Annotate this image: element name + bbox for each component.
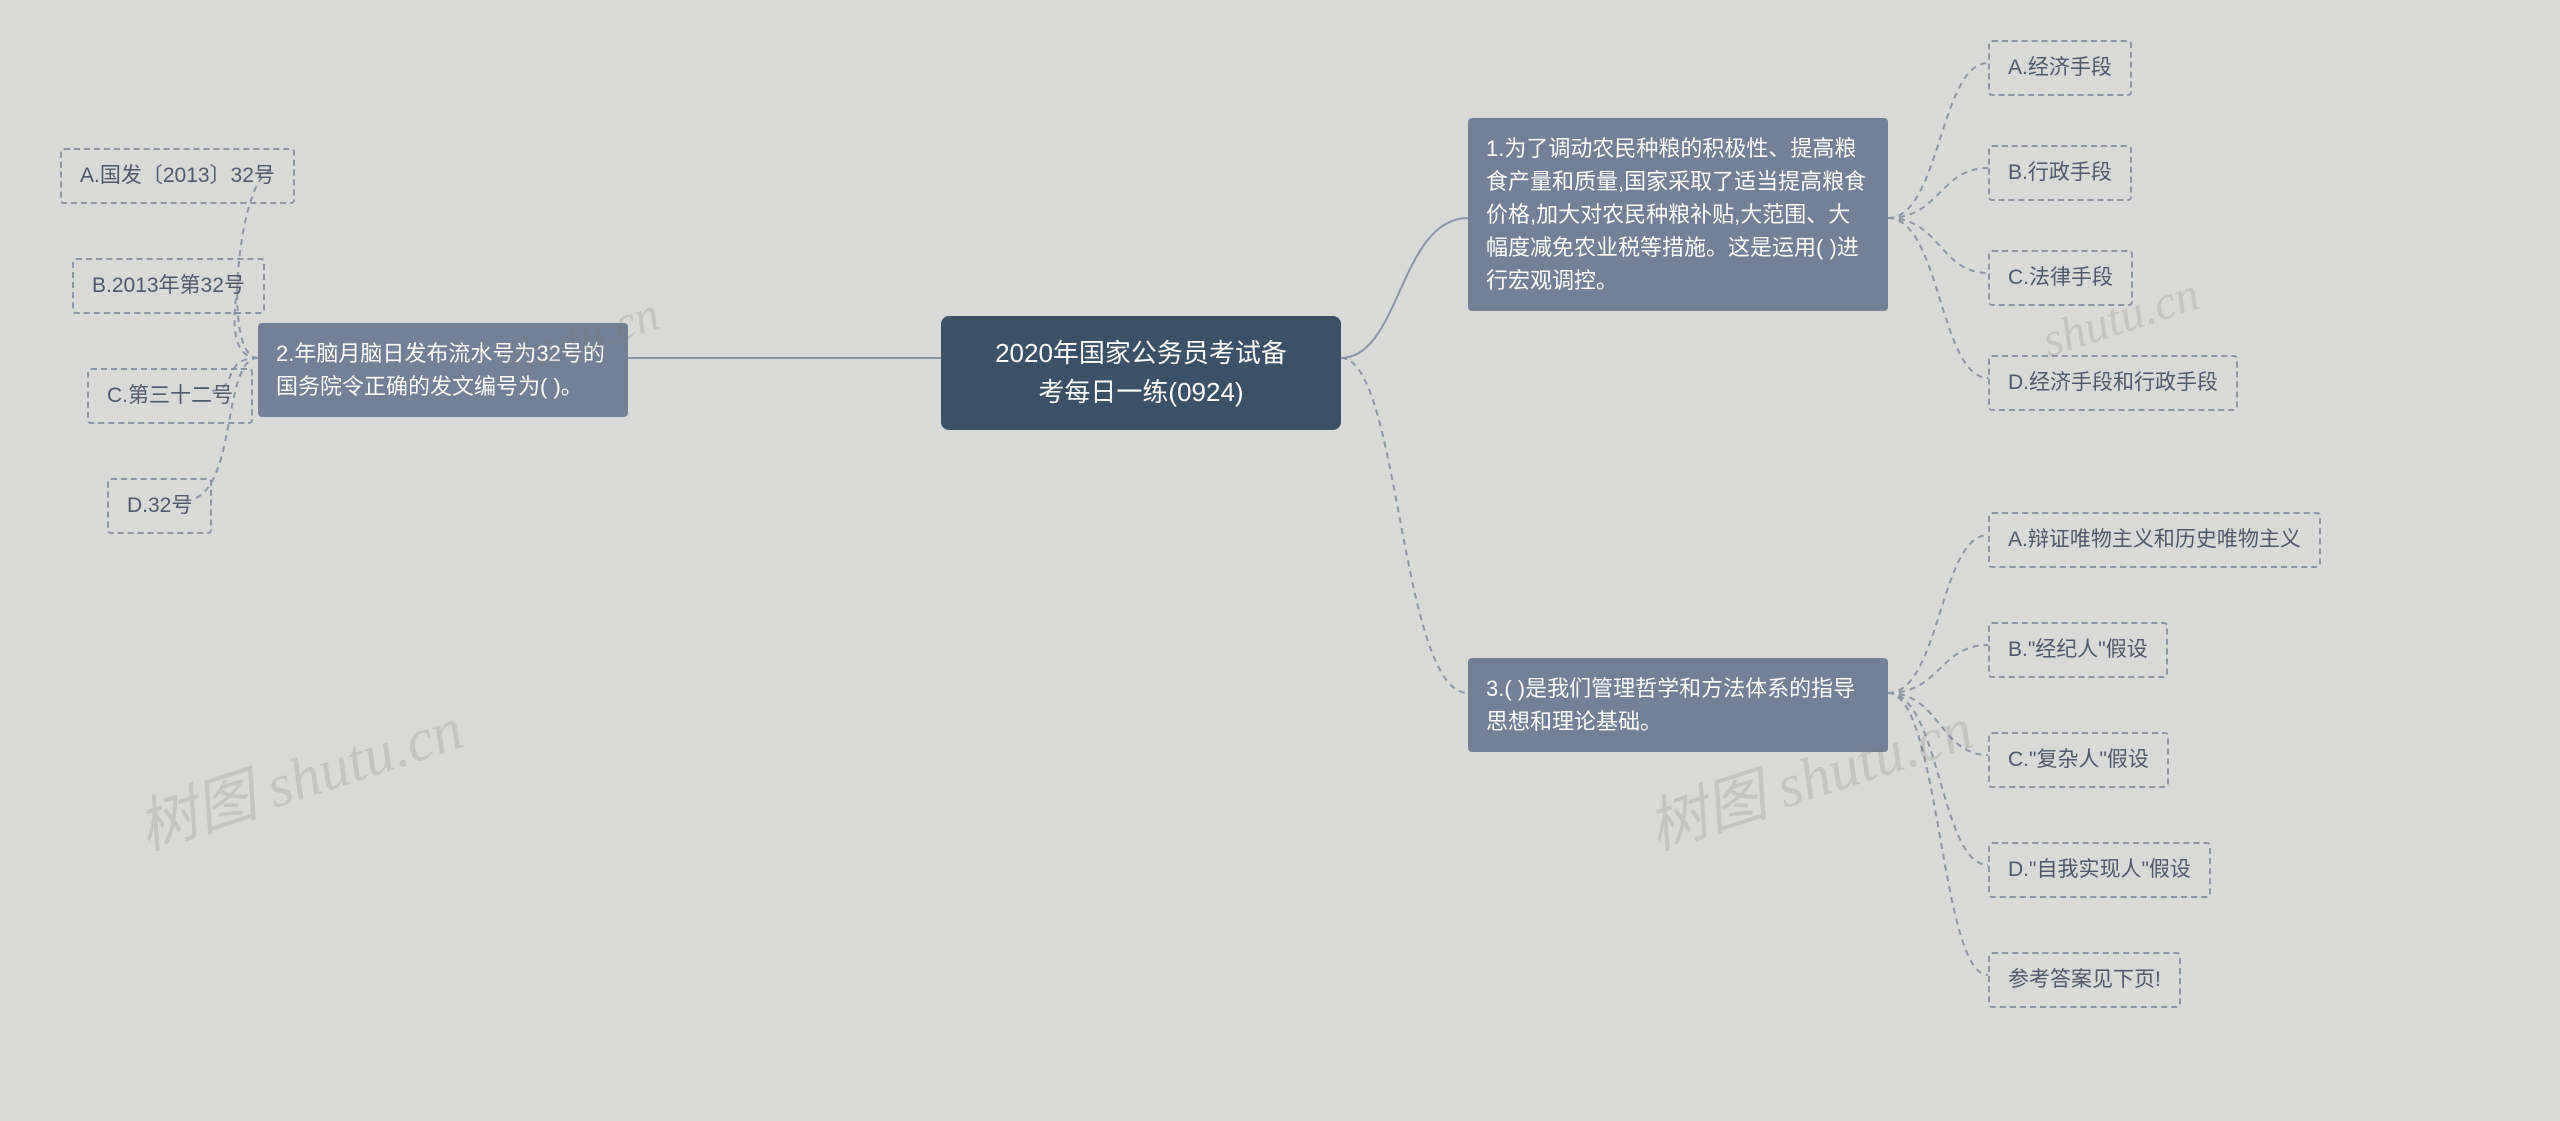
q2-option-b: B.2013年第32号	[72, 258, 265, 314]
q2-option-c: C.第三十二号	[87, 368, 253, 424]
q1-option-b: B.行政手段	[1988, 145, 2132, 201]
root-line1: 2020年国家公务员考试备	[995, 338, 1287, 368]
question-1-text: 1.为了调动农民种粮的积极性、提高粮食产量和质量,国家采取了适当提高粮食价格,加…	[1486, 136, 1866, 293]
q2-option-d: D.32号	[107, 478, 212, 534]
q1-option-d: D.经济手段和行政手段	[1988, 355, 2238, 411]
root-line2: 考每日一练(0924)	[1038, 377, 1243, 407]
q3-option-b: B."经纪人"假设	[1988, 622, 2168, 678]
q2-option-a: A.国发〔2013〕32号	[60, 148, 295, 204]
q3-option-a: A.辩证唯物主义和历史唯物主义	[1988, 512, 2321, 568]
question-2-text: 2.年脑月脑日发布流水号为32号的国务院令正确的发文编号为( )。	[276, 341, 605, 399]
q3-option-c: C."复杂人"假设	[1988, 732, 2169, 788]
watermark-1: 树图 shutu.cn	[125, 680, 472, 867]
question-1: 1.为了调动农民种粮的积极性、提高粮食产量和质量,国家采取了适当提高粮食价格,加…	[1468, 118, 1888, 311]
q3-option-d: D."自我实现人"假设	[1988, 842, 2211, 898]
q1-option-c: C.法律手段	[1988, 250, 2133, 306]
root-node: 2020年国家公务员考试备 考每日一练(0924)	[941, 316, 1341, 430]
q1-option-a: A.经济手段	[1988, 40, 2132, 96]
q3-answer-ref: 参考答案见下页!	[1988, 952, 2181, 1008]
question-3: 3.( )是我们管理哲学和方法体系的指导思想和理论基础。	[1468, 658, 1888, 752]
question-2: 2.年脑月脑日发布流水号为32号的国务院令正确的发文编号为( )。	[258, 323, 628, 417]
question-3-text: 3.( )是我们管理哲学和方法体系的指导思想和理论基础。	[1486, 676, 1855, 734]
